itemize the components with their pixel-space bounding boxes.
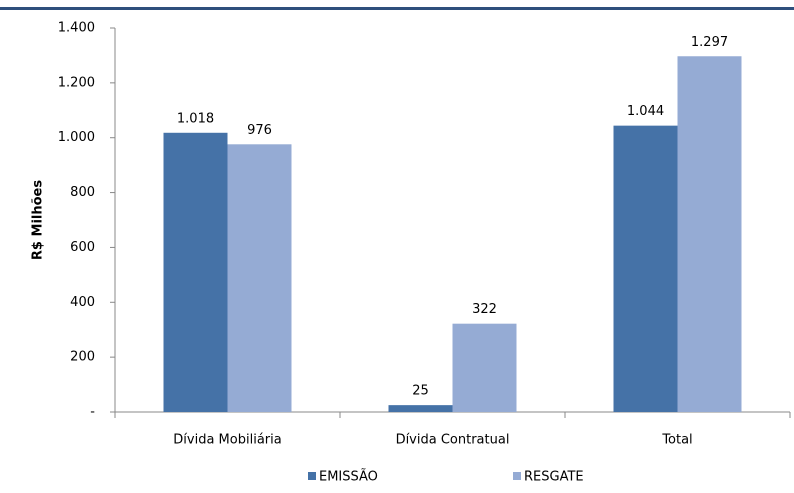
legend-swatch [513, 472, 521, 480]
y-tick-label: 400 [70, 295, 95, 310]
value-label: 25 [412, 384, 429, 399]
y-tick-label: 200 [70, 350, 95, 365]
legend-swatch [308, 472, 316, 480]
y-tick-label: 1.400 [58, 21, 95, 36]
bar [677, 56, 742, 412]
legend-label: EMISSÃO [319, 469, 378, 485]
x-tick-label: Dívida Mobiliária [173, 433, 281, 448]
top-border [0, 7, 794, 10]
y-tick-label: 1.000 [58, 130, 95, 145]
legend-label: RESGATE [524, 470, 584, 485]
x-tick-label: Dívida Contratual [396, 433, 510, 448]
y-tick-label: 600 [70, 240, 95, 255]
y-tick-label: 800 [70, 185, 95, 200]
y-tick-label: - [90, 405, 95, 420]
y-axis-label: R$ Milhões [31, 180, 46, 260]
x-tick-label: Total [661, 433, 692, 448]
bar [452, 323, 517, 412]
bar [227, 144, 292, 412]
value-label: 1.044 [627, 104, 664, 119]
bar [388, 405, 453, 412]
value-label: 976 [247, 123, 272, 138]
value-label: 1.018 [177, 111, 214, 126]
bar [613, 125, 678, 412]
bar [163, 132, 228, 412]
y-tick-label: 1.200 [58, 75, 95, 90]
value-label: 322 [472, 302, 497, 317]
value-label: 1.297 [691, 35, 728, 50]
